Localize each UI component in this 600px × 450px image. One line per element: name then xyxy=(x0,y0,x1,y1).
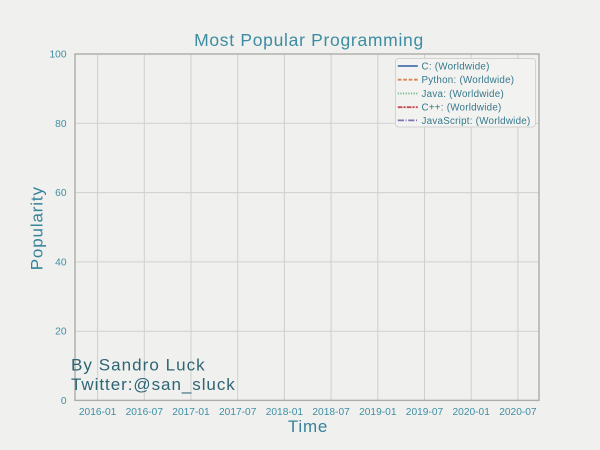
svg-text:0: 0 xyxy=(61,396,67,407)
svg-text:JavaScript: (Worldwide): JavaScript: (Worldwide) xyxy=(422,116,531,127)
svg-text:Time: Time xyxy=(288,417,328,436)
svg-text:Java: (Worldwide): Java: (Worldwide) xyxy=(422,89,504,100)
svg-text:C++: (Worldwide): C++: (Worldwide) xyxy=(422,103,502,114)
svg-text:2018-07: 2018-07 xyxy=(312,407,350,418)
svg-text:C: (Worldwide): C: (Worldwide) xyxy=(422,61,490,72)
svg-text:2019-07: 2019-07 xyxy=(406,407,444,418)
svg-text:Python: (Worldwide): Python: (Worldwide) xyxy=(422,75,515,86)
svg-text:By Sandro Luck: By Sandro Luck xyxy=(71,355,206,374)
svg-text:2018-01: 2018-01 xyxy=(266,407,304,418)
svg-text:2016-07: 2016-07 xyxy=(126,407,164,418)
svg-text:Twitter:@san_sluck: Twitter:@san_sluck xyxy=(71,375,236,394)
svg-text:80: 80 xyxy=(55,119,67,130)
svg-text:2017-01: 2017-01 xyxy=(172,407,210,418)
svg-text:Most Popular Programming: Most Popular Programming xyxy=(194,30,424,50)
svg-text:2020-07: 2020-07 xyxy=(499,407,537,418)
svg-text:2020-01: 2020-01 xyxy=(453,407,491,418)
svg-text:40: 40 xyxy=(55,257,67,268)
svg-text:20: 20 xyxy=(55,327,67,338)
svg-text:100: 100 xyxy=(50,50,67,61)
svg-text:60: 60 xyxy=(55,188,67,199)
svg-text:2016-01: 2016-01 xyxy=(79,407,117,418)
svg-text:Popularity: Popularity xyxy=(28,186,47,270)
svg-text:2019-01: 2019-01 xyxy=(359,407,397,418)
svg-text:2017-07: 2017-07 xyxy=(219,407,257,418)
